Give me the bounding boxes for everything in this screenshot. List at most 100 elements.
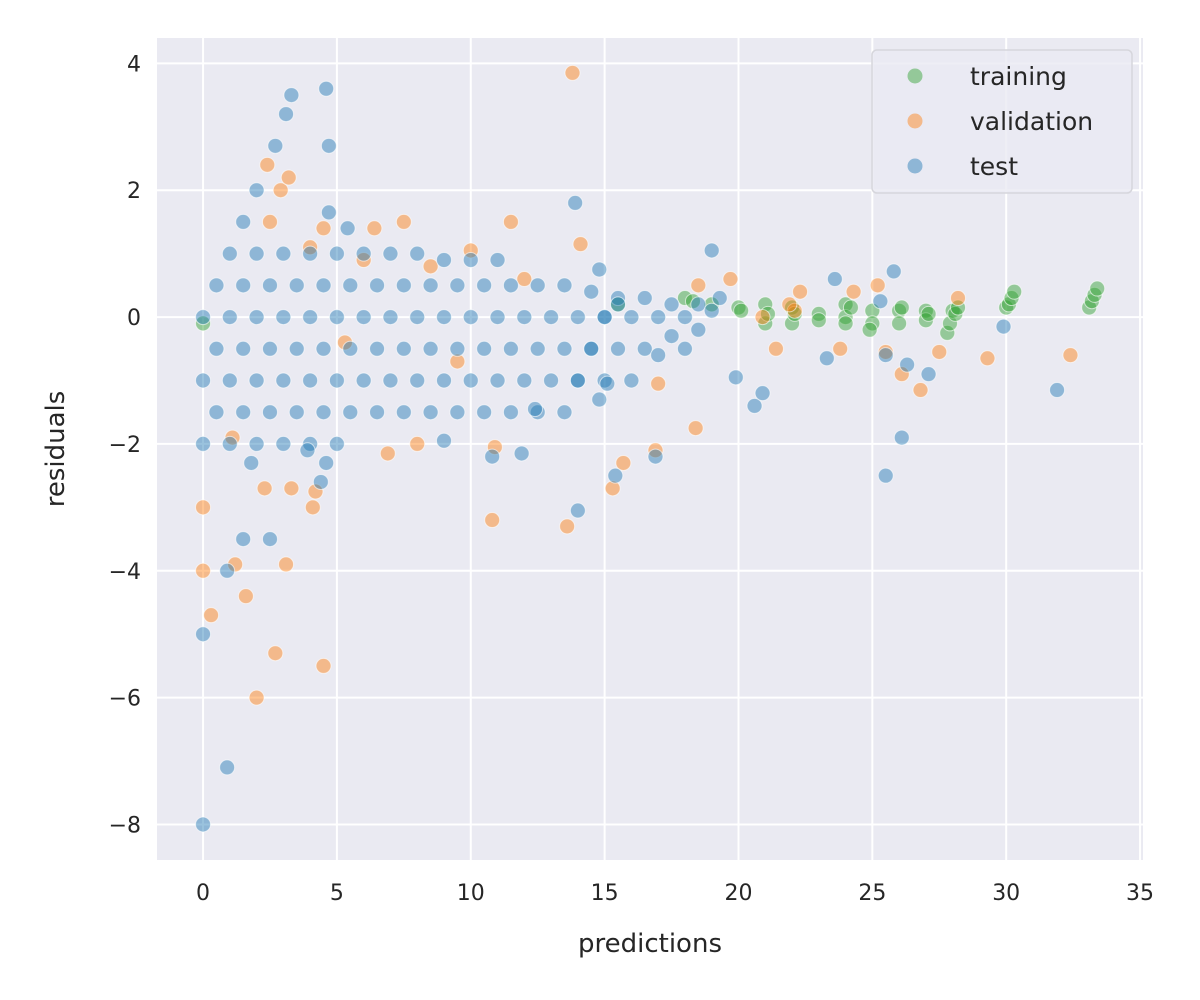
data-point: [623, 372, 640, 389]
data-point: [288, 277, 305, 294]
data-point: [256, 480, 273, 497]
data-point: [583, 340, 600, 357]
data-point: [572, 236, 589, 253]
data-point: [636, 340, 653, 357]
data-point: [328, 245, 345, 262]
data-point: [476, 340, 493, 357]
data-point: [395, 277, 412, 294]
data-point: [449, 277, 466, 294]
data-point: [722, 271, 739, 288]
data-point: [912, 382, 929, 399]
data-point: [529, 277, 546, 294]
data-point: [877, 467, 894, 484]
x-tick-label: 25: [858, 881, 886, 906]
data-point: [288, 404, 305, 421]
data-point: [781, 296, 798, 313]
data-point: [767, 340, 784, 357]
data-point: [513, 445, 530, 462]
data-point: [872, 293, 889, 310]
data-point: [596, 372, 613, 389]
data-point: [920, 305, 937, 322]
data-point: [484, 512, 501, 529]
data-point: [845, 283, 862, 300]
data-point: [422, 340, 439, 357]
data-point: [235, 340, 252, 357]
data-point: [369, 277, 386, 294]
data-point: [502, 340, 519, 357]
data-point: [304, 499, 321, 516]
data-point: [476, 404, 493, 421]
data-point: [527, 401, 544, 418]
data-point: [917, 302, 934, 319]
data-point: [422, 277, 439, 294]
legend-box: [871, 49, 1133, 194]
data-point: [449, 353, 466, 370]
data-point: [235, 213, 252, 230]
data-point: [195, 372, 212, 389]
data-point: [786, 302, 803, 319]
data-point: [502, 277, 519, 294]
data-point: [302, 372, 319, 389]
data-point: [248, 309, 265, 326]
data-point: [248, 182, 265, 199]
data-point: [690, 296, 707, 313]
data-point: [369, 404, 386, 421]
data-point: [1089, 280, 1106, 297]
data-point: [556, 277, 573, 294]
data-point: [315, 220, 332, 237]
data-point: [278, 556, 295, 573]
data-point: [435, 432, 452, 449]
data-point: [690, 277, 707, 294]
data-point: [891, 315, 908, 332]
legend-label: training: [970, 62, 1067, 91]
data-point: [837, 309, 854, 326]
x-axis-label: predictions: [578, 929, 722, 959]
data-point: [449, 340, 466, 357]
data-point: [208, 277, 225, 294]
data-point: [596, 309, 613, 326]
data-point: [730, 299, 747, 316]
data-point: [676, 309, 693, 326]
data-point: [569, 502, 586, 519]
data-point: [382, 309, 399, 326]
data-point: [636, 290, 653, 307]
data-point: [366, 220, 383, 237]
data-point: [899, 356, 916, 373]
data-point: [395, 340, 412, 357]
data-point: [462, 309, 479, 326]
series-validation: [195, 64, 1079, 706]
data-point: [877, 347, 894, 364]
data-point: [422, 258, 439, 275]
y-tick-label: −2: [109, 433, 141, 458]
data-point: [283, 480, 300, 497]
data-point: [703, 296, 720, 313]
data-point: [663, 296, 680, 313]
data-point: [543, 372, 560, 389]
data-point: [663, 328, 680, 345]
data-point: [328, 372, 345, 389]
data-point: [516, 309, 533, 326]
data-point: [261, 404, 278, 421]
data-point: [259, 156, 276, 173]
data-point: [336, 334, 353, 351]
data-point: [529, 404, 546, 421]
data-point: [995, 318, 1012, 335]
data-point: [302, 239, 319, 256]
x-tick-label: 5: [330, 881, 344, 906]
data-point: [1062, 347, 1079, 364]
data-point: [355, 372, 372, 389]
y-tick-label: −4: [109, 560, 141, 585]
data-point: [529, 340, 546, 357]
data-point: [810, 305, 827, 322]
data-point: [893, 429, 910, 446]
data-point: [299, 442, 316, 459]
data-point: [272, 182, 289, 199]
data-point: [355, 245, 372, 262]
data-point: [690, 321, 707, 338]
data-point: [369, 340, 386, 357]
data-point: [235, 531, 252, 548]
data-point: [261, 340, 278, 357]
data-point: [939, 324, 956, 341]
tick-labels: 0 5 10 15 20 25 30 35 −8 −6 −4 −2 0 2 4: [109, 52, 1154, 906]
data-point: [315, 657, 332, 674]
